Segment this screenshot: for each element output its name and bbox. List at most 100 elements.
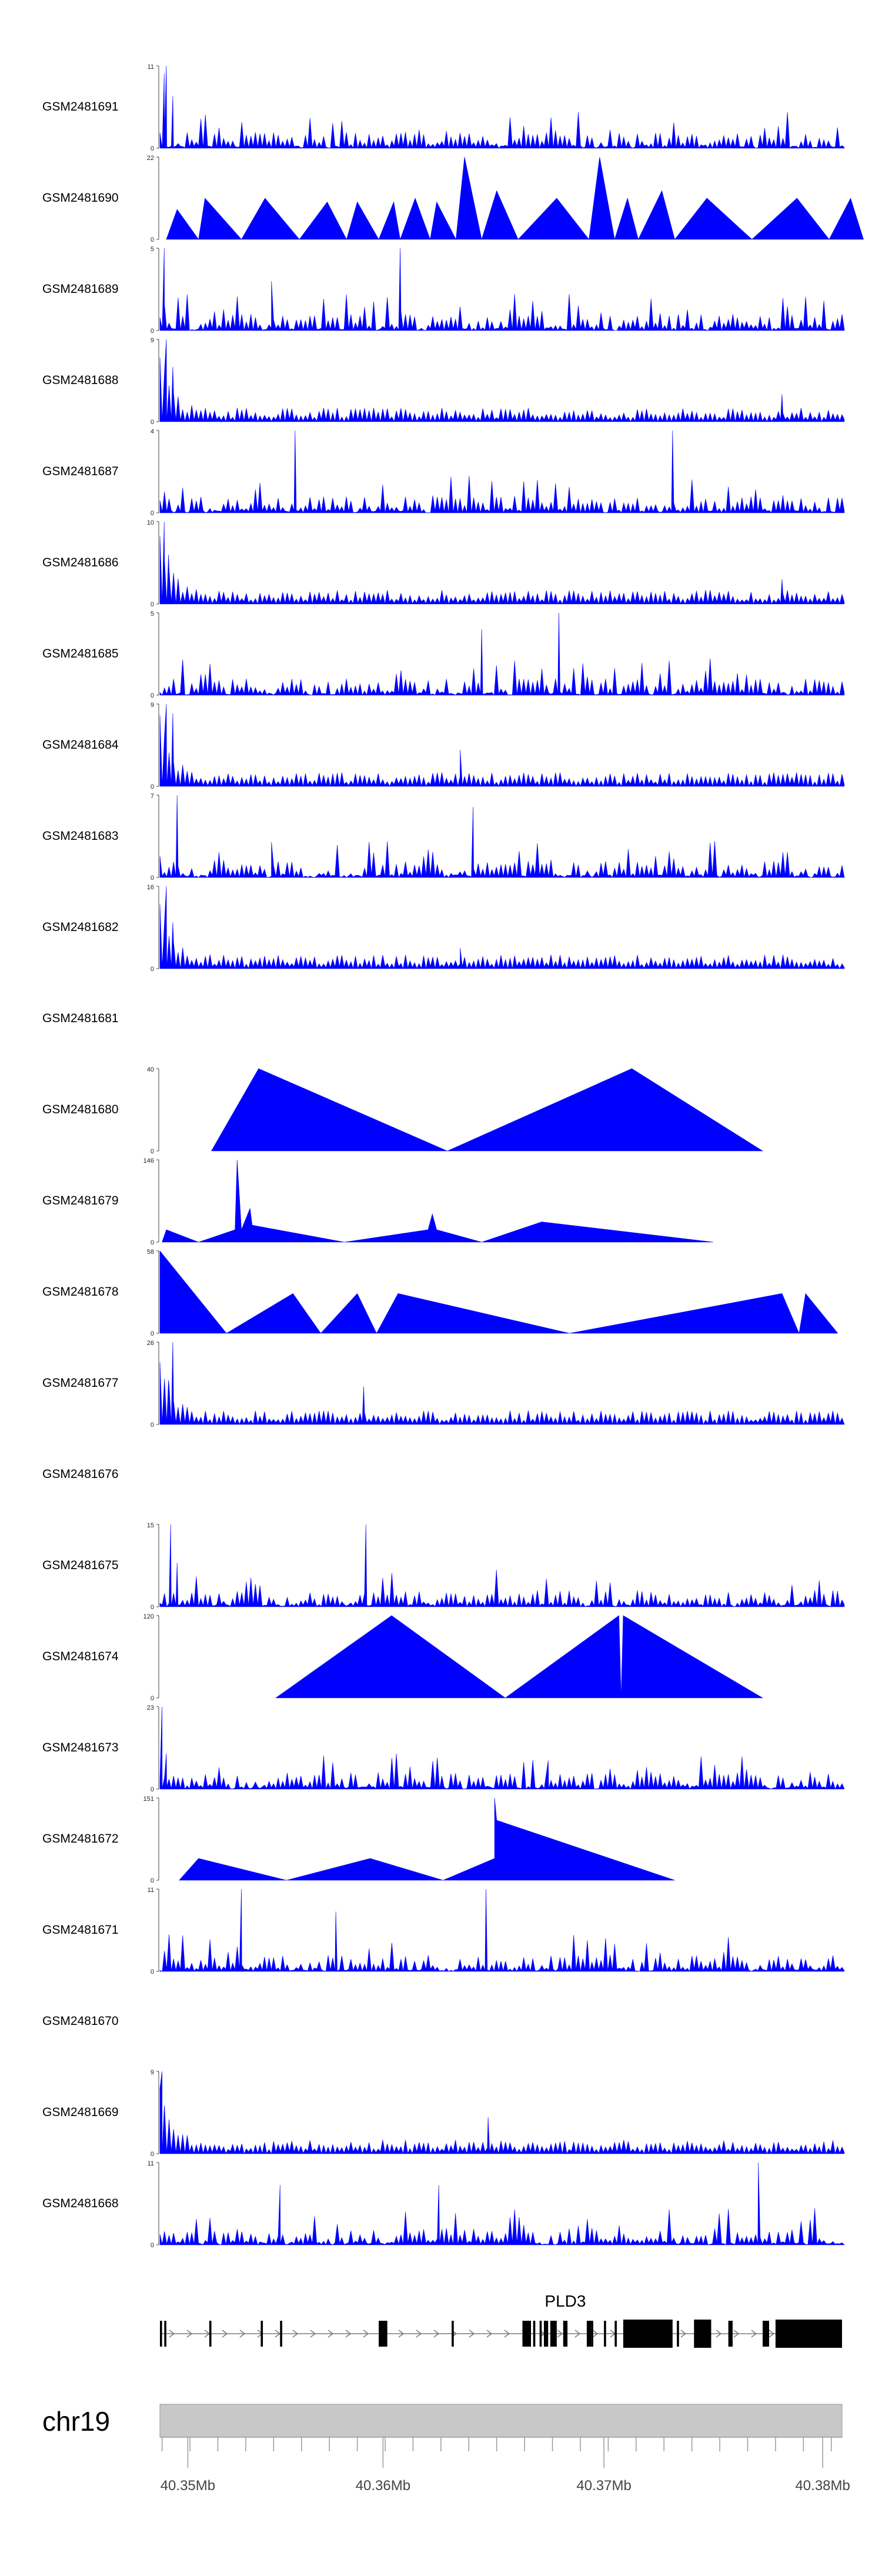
- y-tick-label: 0: [151, 966, 154, 973]
- track-GSM2481680: GSM2481680 40 0: [42, 1066, 764, 1155]
- track-label: GSM2481675: [42, 1559, 119, 1572]
- y-tick-label: 0: [151, 1786, 154, 1793]
- exon: [164, 2321, 166, 2347]
- track-label: GSM2481687: [42, 465, 119, 478]
- exon: [775, 2320, 842, 2348]
- track-label: GSM2481680: [42, 1103, 119, 1116]
- strand-arrow: [222, 2330, 228, 2338]
- y-tick-label: 0: [151, 875, 154, 882]
- track-label: GSM2481688: [42, 373, 119, 387]
- coverage-area: [211, 1068, 764, 1152]
- genome-axis: 40.35Mb 40.36Mb 40.37Mb 40.38Mb: [160, 2437, 850, 2494]
- y-tick-label: 0: [151, 1239, 154, 1246]
- track-GSM2481682: GSM2481682 16 0: [42, 884, 845, 973]
- exon: [763, 2321, 769, 2347]
- strand-arrow: [186, 2330, 193, 2338]
- track-label: GSM2481686: [42, 556, 119, 569]
- track-GSM2481683: GSM2481683 7 0: [42, 793, 845, 882]
- y-tick-label: 0: [151, 1330, 154, 1337]
- y-tick-label: 151: [143, 1796, 154, 1803]
- track-label: GSM2481681: [42, 1012, 119, 1025]
- y-tick-label: 10: [147, 519, 154, 526]
- strand-arrow: [557, 2330, 563, 2338]
- strand-arrow: [769, 2330, 775, 2338]
- coverage-area: [162, 1159, 714, 1243]
- exon: [591, 2321, 593, 2347]
- exon: [522, 2321, 532, 2347]
- gene-model-PLD3: PLD3: [160, 2292, 842, 2348]
- exon: [728, 2321, 733, 2347]
- track-label: GSM2481672: [42, 1832, 119, 1846]
- y-tick-label: 11: [148, 64, 154, 71]
- track-GSM2481676: GSM2481676: [42, 1467, 119, 1481]
- y-tick-label: 4: [151, 428, 154, 435]
- axis-tick-label: 40.37Mb: [576, 2478, 631, 2494]
- axis-tick-label: 40.35Mb: [161, 2478, 215, 2494]
- y-tick-label: 0: [151, 236, 154, 243]
- exon: [563, 2321, 568, 2347]
- exon: [694, 2320, 711, 2348]
- gene-label: PLD3: [544, 2292, 586, 2310]
- coverage-area: [159, 521, 845, 605]
- exon: [280, 2321, 282, 2347]
- coverage-area: [159, 1250, 838, 1334]
- exon: [160, 2321, 162, 2347]
- track-GSM2481675: GSM2481675 15 0: [42, 1522, 845, 1611]
- strand-arrow: [716, 2330, 722, 2338]
- y-tick-label: 0: [151, 783, 154, 790]
- track-GSM2481684: GSM2481684 9 0: [42, 702, 845, 790]
- strand-arrow: [239, 2330, 246, 2338]
- track-label: GSM2481684: [42, 738, 119, 752]
- y-tick-label: 0: [151, 510, 154, 517]
- exon: [623, 2320, 673, 2348]
- y-tick-label: 9: [151, 337, 154, 344]
- y-tick-label: 7: [151, 793, 154, 800]
- strand-arrow: [733, 2330, 740, 2338]
- y-tick-label: 0: [151, 601, 154, 608]
- track-label: GSM2481676: [42, 1467, 119, 1481]
- coverage-area: [159, 795, 845, 878]
- strand-arrow: [398, 2330, 405, 2338]
- track-label: GSM2481679: [42, 1194, 119, 1207]
- y-tick-label: 9: [151, 2069, 154, 2076]
- track-label: GSM2481678: [42, 1285, 119, 1299]
- track-label: GSM2481683: [42, 829, 119, 843]
- exon: [209, 2321, 212, 2347]
- track-label: GSM2481669: [42, 2105, 119, 2119]
- exon: [543, 2321, 549, 2347]
- y-tick-label: 11: [148, 1887, 154, 1894]
- track-GSM2481678: GSM2481678 58 0: [42, 1249, 838, 1337]
- axis-tick-label: 40.36Mb: [356, 2478, 410, 2494]
- strand-arrow: [345, 2330, 352, 2338]
- y-tick-label: 23: [147, 1704, 154, 1711]
- exon: [604, 2321, 606, 2347]
- y-tick-label: 0: [151, 1422, 154, 1429]
- y-tick-label: 5: [151, 610, 154, 618]
- track-label: GSM2481685: [42, 647, 119, 660]
- track-GSM2481672: GSM2481672 151 0: [42, 1796, 675, 1884]
- exon: [550, 2321, 557, 2347]
- coverage-area: [179, 1797, 675, 1881]
- y-tick-label: 0: [151, 1148, 154, 1155]
- exon: [586, 2321, 592, 2347]
- track-label: GSM2481691: [42, 100, 119, 114]
- strand-arrow: [574, 2330, 581, 2338]
- exon: [452, 2321, 454, 2347]
- y-tick-label: 0: [151, 692, 154, 699]
- track-label: GSM2481670: [42, 2014, 119, 2028]
- coverage-area: [159, 1706, 845, 1790]
- y-tick-label: 0: [151, 1877, 154, 1884]
- strand-arrow: [328, 2330, 334, 2338]
- coverage-area: [159, 612, 845, 696]
- y-tick-label: 146: [143, 1157, 154, 1164]
- y-tick-label: 5: [151, 246, 154, 253]
- track-label: GSM2481671: [42, 1923, 119, 1937]
- track-GSM2481689: GSM2481689 5 0: [42, 246, 845, 335]
- coverage-area: [159, 886, 845, 969]
- y-tick-label: 26: [147, 1340, 154, 1347]
- chromosome-bar: [159, 2404, 843, 2438]
- y-tick-label: 0: [151, 145, 154, 152]
- y-tick-label: 120: [143, 1613, 154, 1620]
- y-tick-label: 40: [147, 1066, 154, 1073]
